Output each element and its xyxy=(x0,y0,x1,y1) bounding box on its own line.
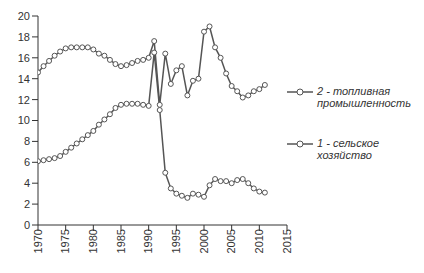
svg-text:18: 18 xyxy=(18,31,30,43)
svg-text:2: 2 xyxy=(24,198,30,210)
svg-text:1995: 1995 xyxy=(170,229,182,253)
svg-text:6: 6 xyxy=(24,156,30,168)
svg-text:8: 8 xyxy=(24,135,30,147)
svg-text:1970: 1970 xyxy=(32,229,44,253)
svg-text:10: 10 xyxy=(18,114,30,126)
svg-text:16: 16 xyxy=(18,52,30,64)
svg-text:1990: 1990 xyxy=(142,229,154,253)
html-text:2 - топливная промышленность: 2 - топливная промышленность xyxy=(317,84,412,109)
svg-text:4: 4 xyxy=(24,177,30,189)
svg-text:1985: 1985 xyxy=(115,229,127,253)
html-text:1 - сельское хозяйство: 1 - сельское хозяйство xyxy=(317,136,380,161)
svg-text:20: 20 xyxy=(18,10,30,22)
svg-text:14: 14 xyxy=(18,73,30,85)
svg-text:2000: 2000 xyxy=(198,229,210,253)
svg-text:12: 12 xyxy=(18,94,30,106)
svg-text:2015: 2015 xyxy=(281,229,293,253)
svg-text:2005: 2005 xyxy=(225,229,237,253)
svg-text:0: 0 xyxy=(24,219,30,231)
svg-text:2010: 2010 xyxy=(253,229,265,253)
svg-text:1975: 1975 xyxy=(59,229,71,253)
svg-text:1980: 1980 xyxy=(87,229,99,253)
